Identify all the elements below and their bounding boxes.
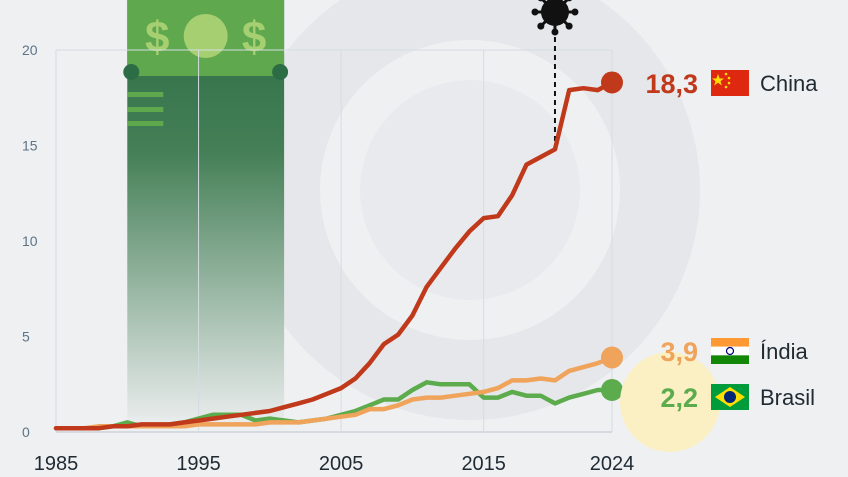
end-value-label: 3,9 [660, 337, 698, 367]
banknote-notch [272, 64, 289, 80]
y-tick-label: 15 [22, 138, 38, 154]
grid-lines [55, 49, 613, 433]
highlight-band: $ $ [123, 0, 289, 432]
series-name-label: Índia [760, 339, 808, 364]
banknote-stripe [127, 107, 164, 112]
dollar-sign-icon: $ [145, 13, 169, 62]
x-tick-label: 1995 [176, 453, 221, 475]
india-flag-icon [711, 338, 749, 364]
y-tick-label: 10 [22, 233, 38, 249]
end-point-brasil [601, 378, 623, 401]
y-tick-label: 5 [22, 329, 30, 345]
series-line-china [53, 80, 615, 431]
end-point-china [601, 71, 623, 94]
x-tick-label: 2024 [590, 453, 635, 475]
dollar-sign-icon: $ [242, 13, 266, 62]
x-tick-label: 2015 [461, 453, 506, 475]
virus-icon [531, 0, 579, 36]
china-flag-icon [711, 70, 749, 96]
x-axis: 1985 1995 2005 2015 2024 [34, 453, 635, 475]
y-tick-label: 0 [22, 424, 30, 440]
background-decoration [240, 0, 700, 420]
banknote-notch [123, 64, 140, 80]
end-point-índia [601, 346, 623, 369]
x-tick-label: 1985 [34, 453, 79, 475]
highlight-circle [620, 352, 720, 452]
banknote-stripe [127, 92, 164, 97]
brazil-flag-icon [711, 384, 749, 410]
series-name-label: China [760, 71, 818, 96]
series-lines [53, 71, 623, 431]
banknote-coin-icon [183, 14, 228, 58]
series-name-label: Brasil [760, 385, 815, 410]
banknote-icon: $ $ [123, 13, 289, 80]
end-value-label: 18,3 [645, 69, 698, 99]
end-value-label: 2,2 [660, 383, 698, 413]
y-tick-label: 20 [22, 42, 38, 58]
end-labels: 18,3 China 3,9 Índia 2,2 Brasil [620, 69, 818, 452]
marker-line [531, 0, 579, 150]
banknote-stripe [127, 121, 164, 126]
banknote-stripes [127, 92, 164, 126]
x-tick-label: 2005 [319, 453, 364, 475]
y-axis: 0 5 10 15 20 [22, 42, 38, 440]
